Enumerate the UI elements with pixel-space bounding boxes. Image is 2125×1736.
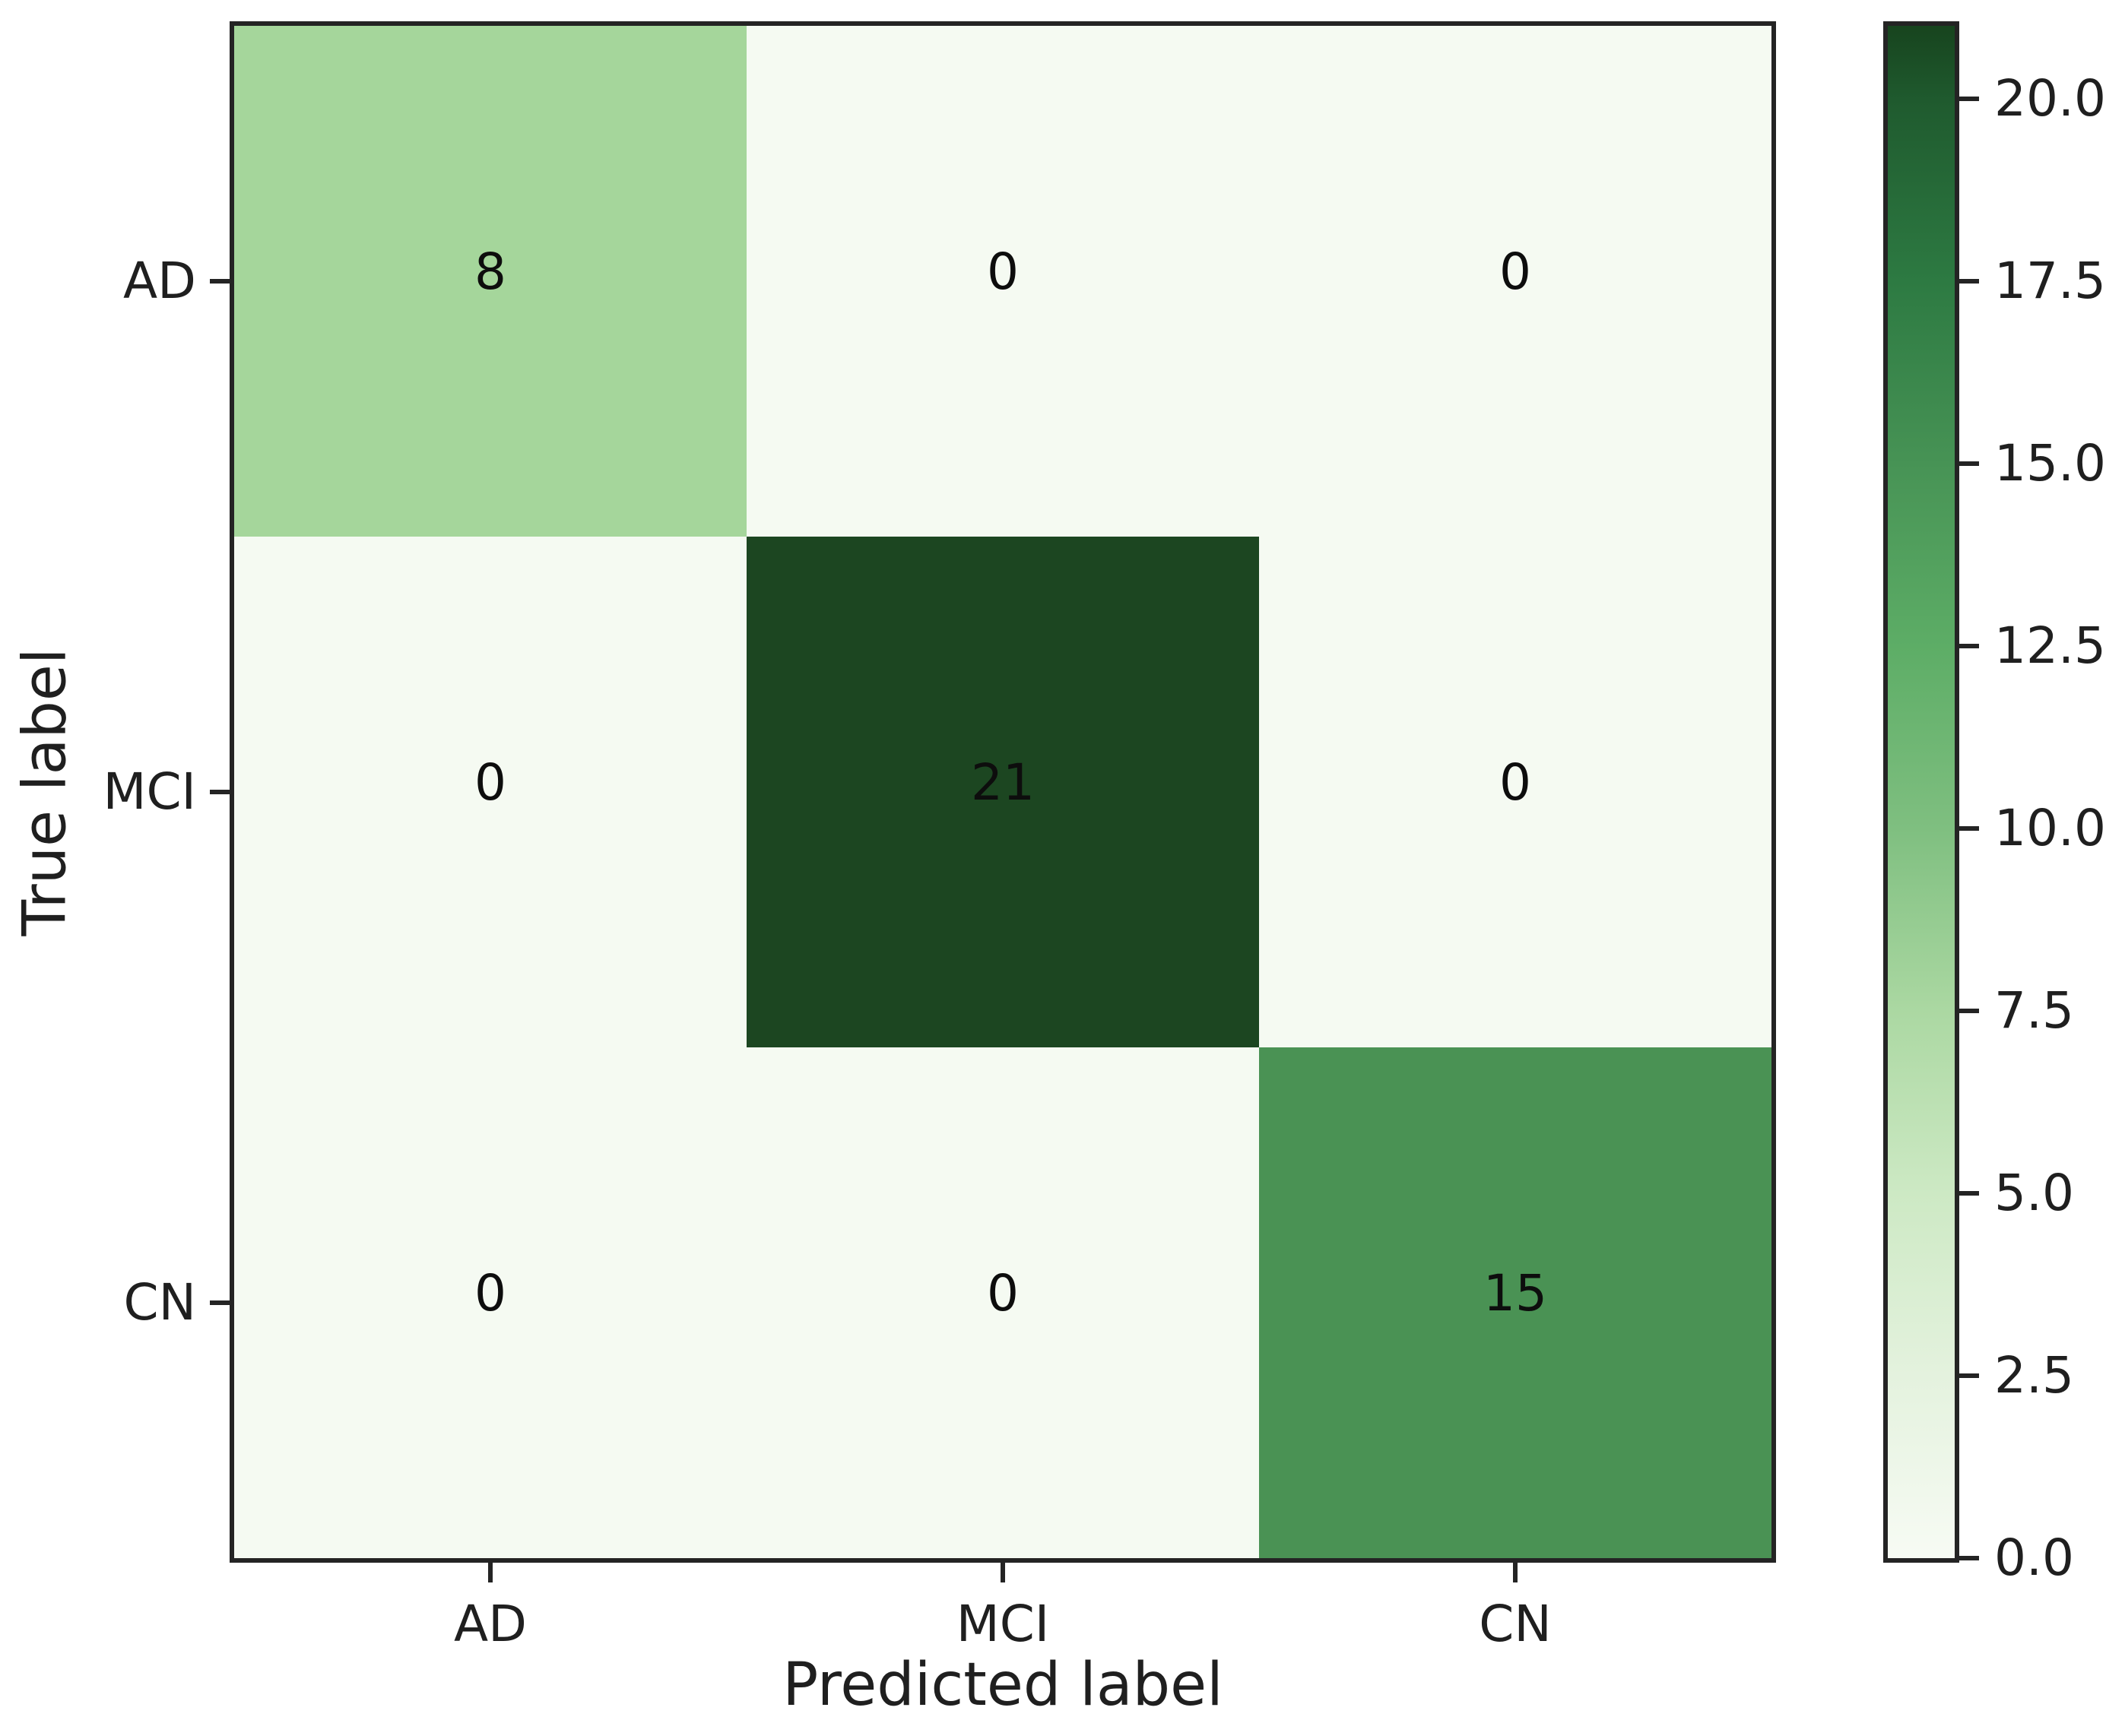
y-tick-label: AD	[123, 252, 196, 310]
x-tick-mark	[1001, 1563, 1005, 1582]
y-tick-mark	[210, 790, 230, 794]
colorbar-tick-mark	[1959, 1009, 1979, 1013]
y-tick-mark	[210, 279, 230, 284]
colorbar-tick-15.0: 15.0	[1959, 439, 2106, 489]
colorbar-tick-12.5: 12.5	[1959, 621, 2106, 671]
colorbar-tick-label: 10.0	[1994, 799, 2106, 857]
colorbar-tick-20.0: 20.0	[1959, 74, 2106, 124]
colorbar-tick-0.0: 0.0	[1959, 1533, 2074, 1583]
colorbar-tick-mark	[1959, 1191, 1979, 1196]
x-axis-title: Predicted label	[782, 1651, 1223, 1719]
cell-MCI-MCI: 21	[747, 537, 1259, 1047]
cell-AD-MCI: 0	[747, 26, 1259, 537]
colorbar-tick-17.5: 17.5	[1959, 256, 2106, 306]
colorbar-tick-mark	[1959, 644, 1979, 648]
colorbar-tick-mark	[1959, 97, 1979, 101]
y-tick-AD: AD	[0, 26, 230, 537]
colorbar-ticks: 0.0 2.5 5.0 7.5 10.0 12.5 15.0 17.5 20.0	[1959, 26, 2125, 1583]
cell-MCI-AD: 0	[234, 537, 747, 1047]
colorbar-tick-label: 0.0	[1994, 1529, 2074, 1587]
colorbar-tick-mark	[1959, 826, 1979, 831]
cell-value: 0	[1499, 753, 1531, 812]
cell-value: 0	[474, 753, 506, 812]
cell-AD-CN: 0	[1259, 26, 1771, 537]
colorbar-tick-label: 5.0	[1994, 1164, 2074, 1222]
colorbar-tick-2.5: 2.5	[1959, 1351, 2074, 1401]
x-tick-AD: AD	[234, 1563, 747, 1707]
colorbar-tick-10.0: 10.0	[1959, 803, 2106, 854]
x-tick-label: CN	[1479, 1595, 1552, 1653]
y-tick-CN: CN	[0, 1047, 230, 1558]
cell-value: 8	[474, 242, 506, 301]
cell-AD-AD: 8	[234, 26, 747, 537]
cell-CN-CN: 15	[1259, 1047, 1771, 1558]
cell-value: 0	[1499, 242, 1531, 301]
colorbar-tick-7.5: 7.5	[1959, 986, 2074, 1036]
y-axis-ticks: AD MCI CN	[0, 26, 230, 1558]
cell-CN-MCI: 0	[747, 1047, 1259, 1558]
heatmap-grid: 8 0 0 0 21 0 0 0 15	[230, 21, 1776, 1563]
x-tick-label: AD	[454, 1595, 527, 1653]
colorbar	[1883, 21, 1959, 1563]
y-axis-title-wrap: True label	[8, 26, 84, 1558]
colorbar-tick-mark	[1959, 279, 1979, 284]
cell-CN-AD: 0	[234, 1047, 747, 1558]
y-tick-label: MCI	[103, 762, 197, 821]
colorbar-tick-label: 7.5	[1994, 981, 2074, 1040]
cell-MCI-CN: 0	[1259, 537, 1771, 1047]
colorbar-tick-mark	[1959, 1556, 1979, 1560]
y-tick-label: CN	[123, 1273, 196, 1332]
x-tick-mark	[1513, 1563, 1518, 1582]
colorbar-tick-label: 15.0	[1994, 434, 2106, 493]
x-tick-mark	[488, 1563, 493, 1582]
cell-value: 15	[1483, 1264, 1547, 1323]
cell-value: 0	[474, 1264, 506, 1323]
x-tick-MCI: MCI	[747, 1563, 1259, 1707]
x-tick-CN: CN	[1259, 1563, 1771, 1707]
colorbar-tick-mark	[1959, 461, 1979, 466]
cell-value: 0	[987, 242, 1019, 301]
colorbar-tick-label: 17.5	[1994, 252, 2106, 310]
cell-value: 0	[987, 1264, 1019, 1323]
y-axis-title: True label	[11, 648, 81, 936]
colorbar-tick-5.0: 5.0	[1959, 1168, 2074, 1218]
colorbar-tick-label: 20.0	[1994, 69, 2106, 128]
y-tick-MCI: MCI	[0, 537, 230, 1047]
y-tick-mark	[210, 1300, 230, 1305]
cell-value: 21	[971, 753, 1035, 812]
colorbar-tick-label: 2.5	[1994, 1346, 2074, 1405]
x-tick-label: MCI	[956, 1595, 1050, 1653]
colorbar-tick-mark	[1959, 1373, 1979, 1378]
colorbar-tick-label: 12.5	[1994, 616, 2106, 675]
x-axis-ticks: AD MCI CN	[234, 1563, 1771, 1707]
